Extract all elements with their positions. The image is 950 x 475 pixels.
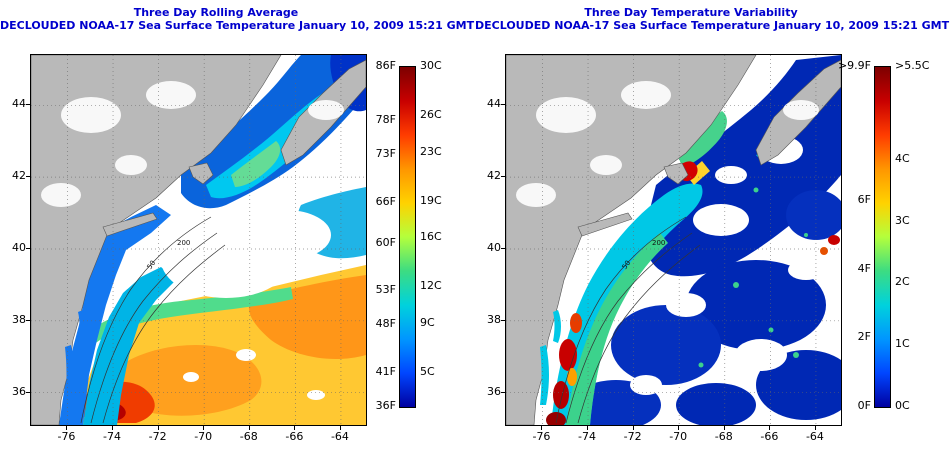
y-tick-label: 36	[12, 384, 26, 398]
x-tick-mark	[769, 426, 771, 430]
variability-colorbar	[874, 66, 891, 408]
x-tick-label: -70	[669, 430, 688, 443]
colorbar-fahrenheit-label: 86F	[375, 59, 396, 72]
colorbar-fahrenheit-label: >9.9F	[837, 59, 871, 72]
x-tick-mark	[632, 426, 634, 430]
contour-label-200: 200	[652, 239, 666, 247]
colorbar-celsius-label: 19C	[420, 193, 442, 207]
x-tick-label: -64	[805, 430, 824, 443]
y-tick-label: 40	[487, 240, 501, 254]
y-tick-mark	[501, 104, 505, 106]
colorbar-fahrenheit-label: 0F	[857, 399, 871, 412]
colorbar-fahrenheit-label: 60F	[375, 235, 396, 249]
colorbar-celsius-label: 30C	[420, 59, 442, 72]
contour-label-200: 200	[177, 239, 191, 247]
x-tick-label: -76	[57, 430, 76, 443]
y-tick-mark	[501, 391, 505, 393]
colorbar-celsius-label: 5C	[420, 365, 435, 378]
x-tick-label: -74	[578, 430, 597, 443]
y-tick-mark	[26, 176, 30, 178]
y-tick-mark	[501, 319, 505, 321]
colorbar-fahrenheit-label: 2F	[857, 330, 871, 344]
colorbar-celsius-label: 2C	[895, 275, 910, 289]
x-tick-label: -74	[103, 430, 122, 443]
y-tick-label: 38	[487, 312, 501, 326]
colorbar-celsius-label: 12C	[420, 279, 442, 293]
y-tick-mark	[26, 104, 30, 106]
x-tick-mark	[157, 426, 159, 430]
x-tick-label: -70	[194, 430, 213, 443]
colorbar-fahrenheit-label: 73F	[375, 147, 396, 161]
y-tick-label: 42	[12, 169, 26, 183]
colorbar-celsius-label: 3C	[895, 213, 910, 227]
x-tick-label: -76	[532, 430, 551, 443]
y-tick-label: 44	[12, 97, 26, 111]
colorbar-fahrenheit-label: 4F	[857, 261, 871, 275]
x-tick-label: -68	[714, 430, 733, 443]
x-tick-mark	[814, 426, 816, 430]
colorbar-celsius-label: 26C	[420, 107, 442, 121]
x-tick-mark	[112, 426, 114, 430]
panel-rolling-average: Three Day Rolling Average DECLOUDED NOAA…	[0, 6, 475, 443]
panel-title: Three Day Temperature Variability	[584, 6, 798, 19]
x-tick-label: -68	[239, 430, 258, 443]
y-tick-label: 36	[487, 384, 501, 398]
x-tick-mark	[294, 426, 296, 430]
colorbar-celsius-label: 4C	[895, 151, 910, 165]
sst-average-map: 200 50	[30, 54, 367, 426]
x-tick-mark	[587, 426, 589, 430]
colorbar-celsius-label: 9C	[420, 316, 435, 330]
colorbar-celsius-label: 1C	[895, 337, 910, 351]
panel-subtitle: DECLOUDED NOAA-17 Sea Surface Temperatur…	[0, 19, 475, 32]
x-tick-mark	[203, 426, 205, 430]
x-tick-label: -66	[285, 430, 304, 443]
colorbar-fahrenheit-label: 36F	[375, 399, 396, 412]
x-tick-label: -66	[760, 430, 779, 443]
colorbar-celsius-label: 0C	[895, 399, 910, 412]
y-tick-mark	[501, 247, 505, 249]
colorbar-celsius-label: >5.5C	[895, 59, 930, 72]
x-tick-mark	[339, 426, 341, 430]
y-tick-mark	[26, 391, 30, 393]
colorbar-fahrenheit-label: 78F	[375, 113, 396, 127]
temperature-colorbar	[399, 66, 416, 408]
y-tick-label: 44	[487, 97, 501, 111]
colorbar-celsius-label: 23C	[420, 144, 442, 158]
x-tick-label: -72	[623, 430, 642, 443]
y-tick-mark	[26, 319, 30, 321]
y-tick-label: 40	[12, 240, 26, 254]
panel-variability: Three Day Temperature Variability DECLOU…	[475, 0, 950, 475]
colorbar-fahrenheit-label: 6F	[857, 192, 871, 206]
x-tick-mark	[541, 426, 543, 430]
y-tick-label: 42	[487, 169, 501, 183]
x-tick-mark	[248, 426, 250, 430]
sst-average-map-image	[31, 55, 366, 425]
x-tick-mark	[723, 426, 725, 430]
y-tick-label: 38	[12, 312, 26, 326]
y-tick-mark	[501, 176, 505, 178]
sst-variability-map-image	[506, 55, 841, 425]
colorbar-fahrenheit-label: 53F	[375, 283, 396, 297]
colorbar-fahrenheit-label: 66F	[375, 195, 396, 208]
x-tick-mark	[66, 426, 68, 430]
x-tick-mark	[678, 426, 680, 430]
panel-title: Three Day Rolling Average	[133, 6, 299, 19]
x-tick-label: -72	[148, 430, 167, 443]
y-tick-mark	[26, 247, 30, 249]
x-tick-label: -64	[330, 430, 349, 443]
colorbar-fahrenheit-label: 41F	[375, 365, 396, 378]
sst-variability-map: 200 50	[505, 54, 842, 426]
colorbar-celsius-label: 16C	[420, 230, 442, 244]
colorbar-fahrenheit-label: 48F	[375, 317, 396, 331]
panel-subtitle: DECLOUDED NOAA-17 Sea Surface Temperatur…	[475, 19, 950, 32]
